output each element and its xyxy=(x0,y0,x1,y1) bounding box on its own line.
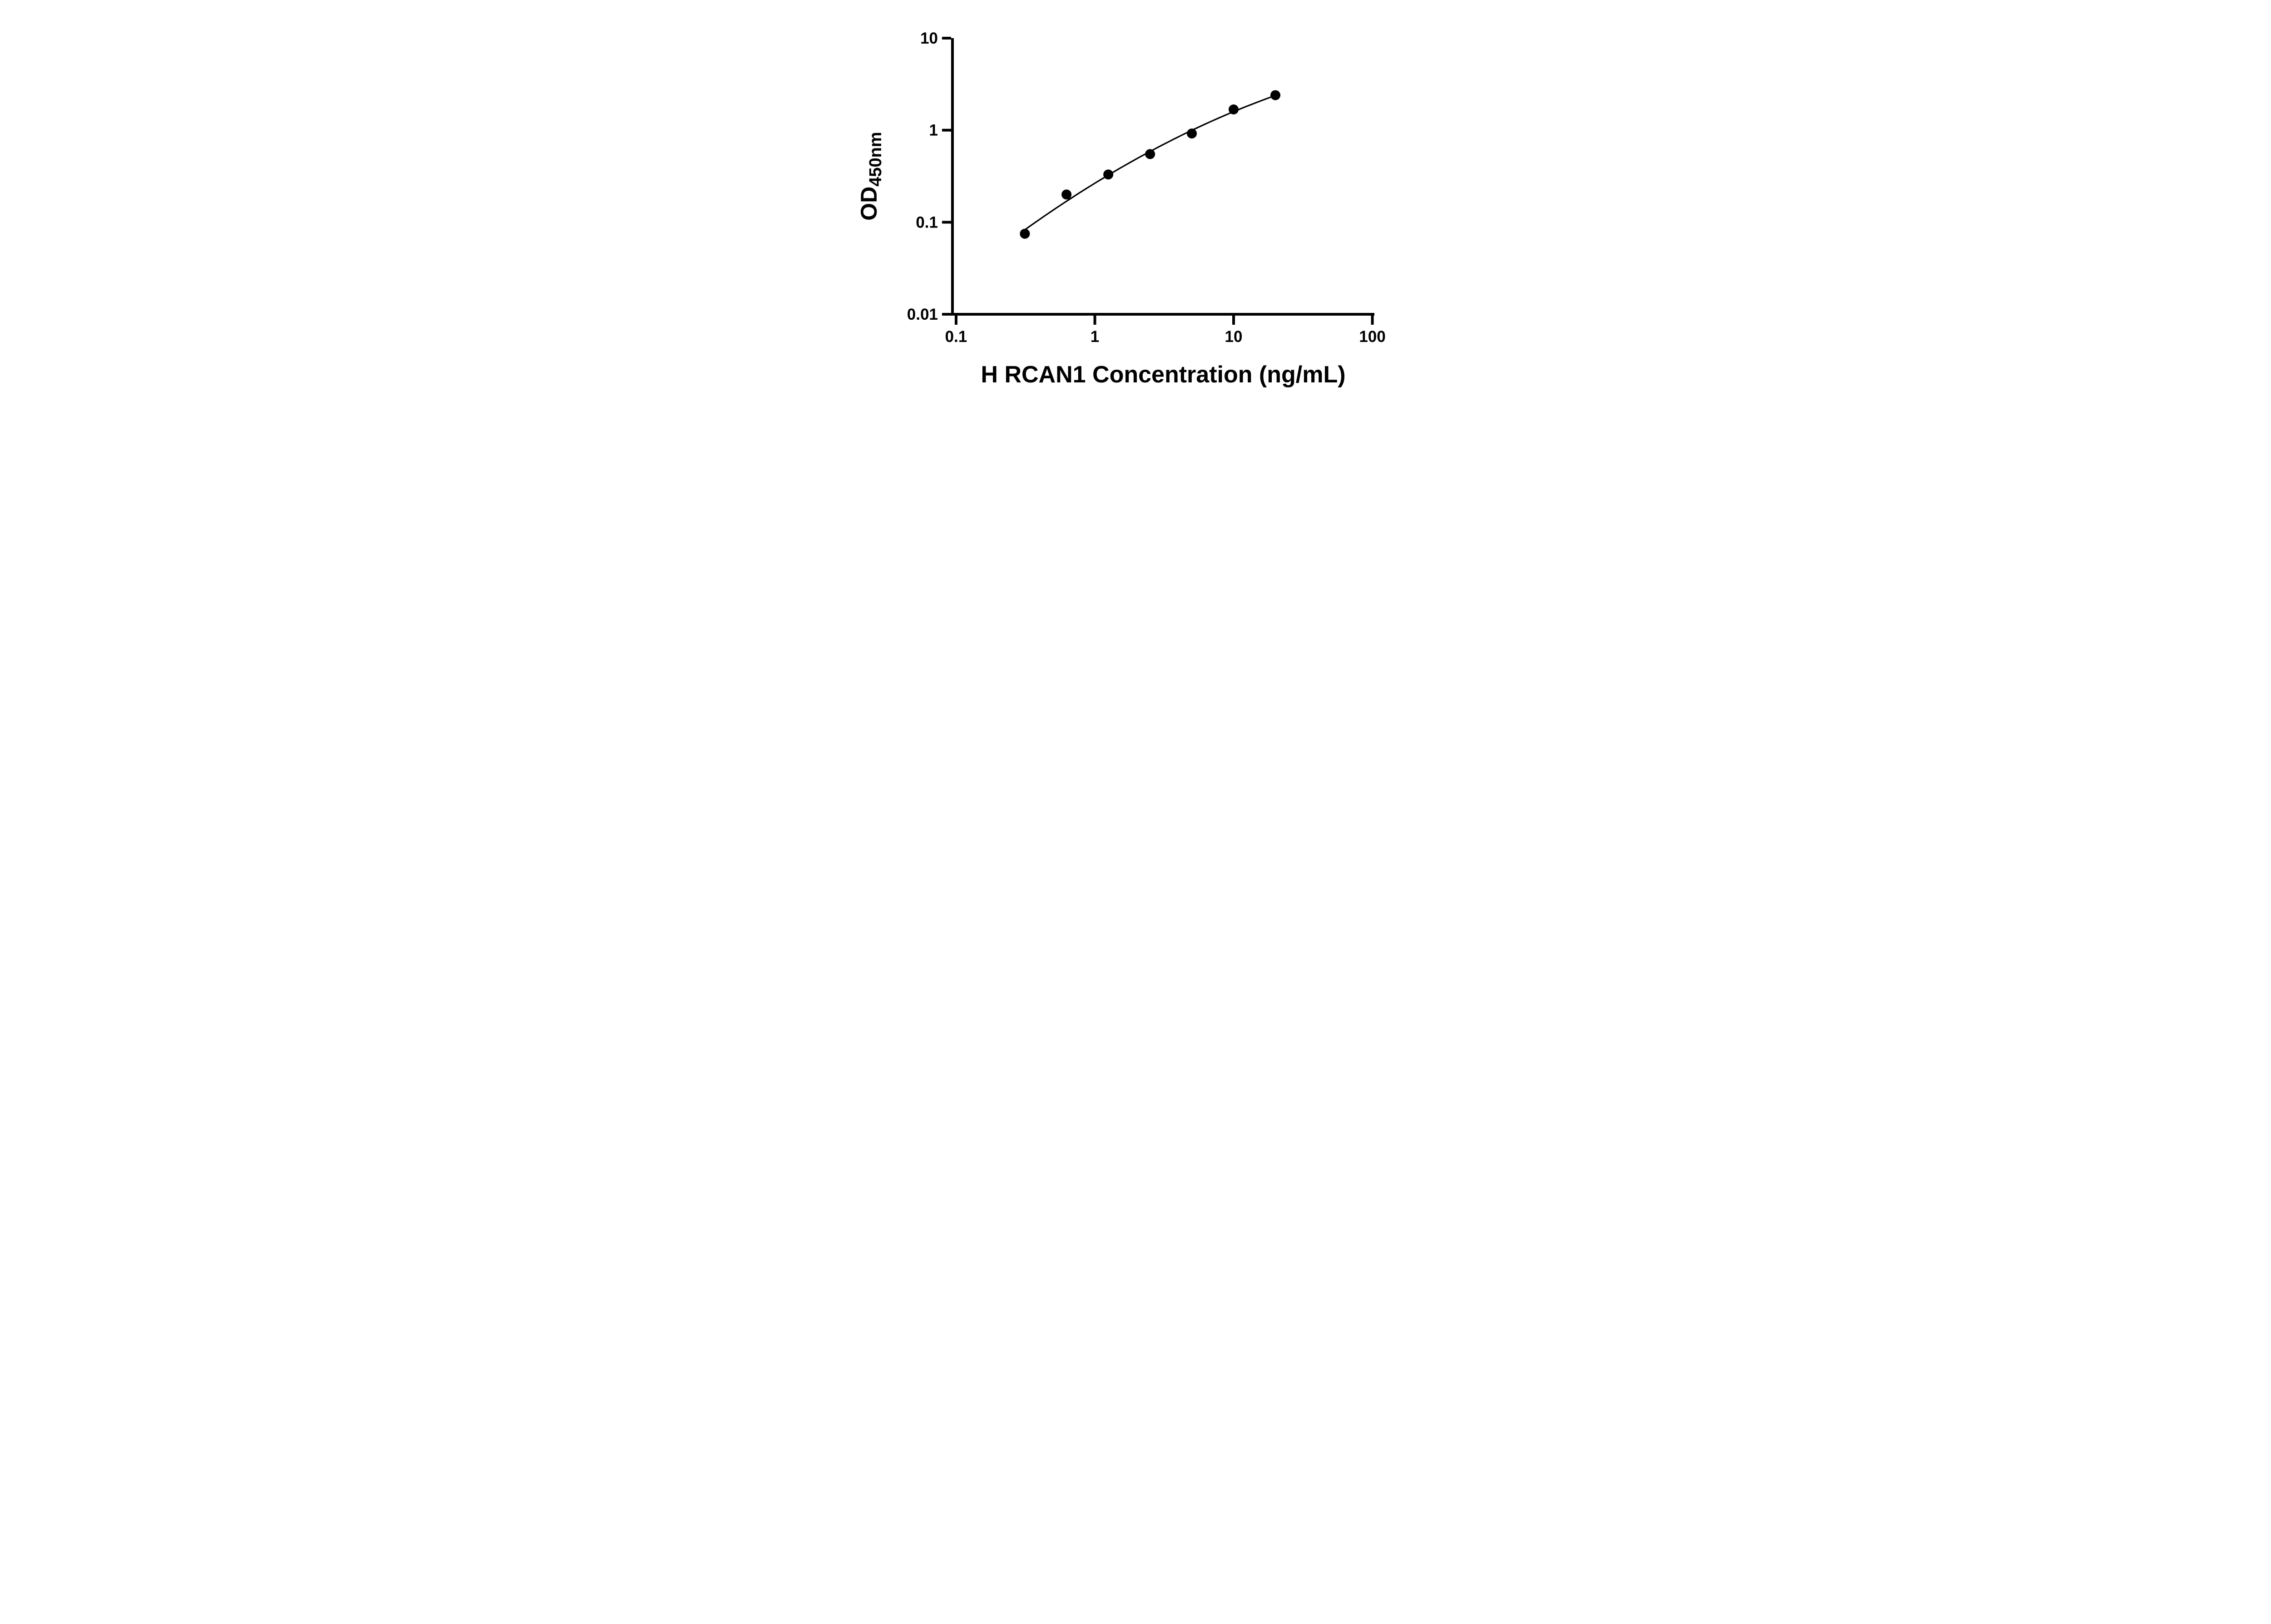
y-tick-label: 10 xyxy=(920,30,938,47)
data-point-marker xyxy=(1228,104,1239,114)
standard-curve-plot: 0.1 1 10 100 0.01 0.1 1 10 H RCAN1 Concentratio… xyxy=(856,30,1386,388)
x-tick-label: 100 xyxy=(1359,328,1385,346)
y-axis-title: OD450nm xyxy=(856,132,885,220)
y-tick-label: 0.1 xyxy=(916,213,938,231)
x-tick-label: 10 xyxy=(1225,328,1242,346)
axes xyxy=(942,36,1374,325)
fit-curve-layer xyxy=(1024,94,1276,231)
data-point-marker xyxy=(1145,149,1155,159)
x-tick-label: 1 xyxy=(1090,328,1099,346)
x-axis-title: H RCAN1 Concentration (ng/mL) xyxy=(981,361,1345,388)
y-tick-label: 1 xyxy=(929,122,937,139)
data-points-layer xyxy=(1019,90,1280,239)
data-point-marker xyxy=(1103,169,1113,180)
data-point-marker xyxy=(1019,228,1030,239)
x-tick-label: 0.1 xyxy=(945,328,967,346)
y-tick-label: 0.01 xyxy=(907,306,937,323)
data-point-marker xyxy=(1270,90,1280,100)
data-point-marker xyxy=(1186,129,1197,139)
fit-curve xyxy=(1024,94,1276,231)
y-axis-title-main: OD xyxy=(856,187,882,221)
elisa-standard-curve-chart: 0.1 1 10 100 0.01 0.1 1 10 H RCAN1 Concentratio… xyxy=(842,0,1429,406)
data-point-marker xyxy=(1061,189,1071,200)
tick-labels-layer: 0.1 1 10 100 0.01 0.1 1 10 xyxy=(907,30,1385,346)
y-axis-title-subscript: 450nm xyxy=(866,132,885,186)
